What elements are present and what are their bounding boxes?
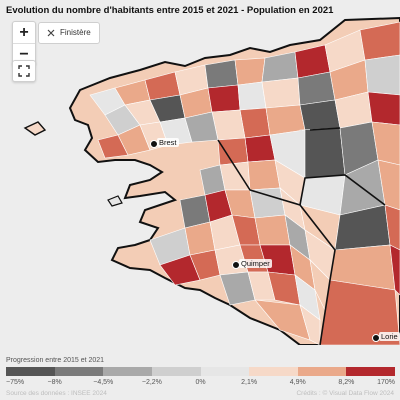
- legend-swatch: [6, 367, 55, 376]
- legend-label: 0%: [195, 379, 206, 386]
- data-source: Source des données : INSEE 2024: [6, 390, 107, 397]
- legend-label: −8%: [47, 379, 62, 386]
- zoom-in-button[interactable]: +: [19, 24, 29, 41]
- city-label-quimper: Quimper: [239, 259, 272, 268]
- island: [107, 195, 123, 207]
- legend-label: 2,1%: [241, 379, 258, 386]
- legend-swatch: [151, 367, 201, 376]
- close-icon[interactable]: [47, 29, 55, 37]
- credits: Crédits : © Visual Data Flow 2024: [296, 390, 394, 397]
- city-label-lorie: Lorie: [379, 332, 400, 341]
- legend-swatch: [297, 367, 347, 376]
- legend-labels: −75% −8% −4,5% −2,2% 0% 2,1% 4,9% 8,2% 170%: [6, 379, 395, 389]
- legend-swatch: [54, 367, 104, 376]
- boundary-lines: [217, 127, 386, 345]
- map-title: Evolution du nombre d'habitants entre 20…: [6, 5, 334, 16]
- legend-swatch: [103, 367, 152, 376]
- fullscreen-button[interactable]: [12, 60, 36, 82]
- choropleth-map[interactable]: [0, 0, 400, 345]
- zoom-out-button[interactable]: −: [13, 43, 35, 65]
- legend-swatch: [200, 367, 250, 376]
- legend-label: −2,2%: [141, 379, 162, 386]
- legend-label: 4,9%: [289, 379, 306, 386]
- legend-title: Progression entre 2015 et 2021: [6, 357, 105, 364]
- legend-swatch: [249, 367, 298, 376]
- island: [23, 121, 47, 136]
- filter-chip[interactable]: Finistère: [38, 22, 100, 44]
- legend-swatch: [346, 367, 395, 376]
- city-label-brest: Brest: [157, 138, 179, 147]
- legend-label: 170%: [377, 379, 395, 386]
- fullscreen-icon: [18, 65, 30, 77]
- legend-color-bar: [6, 367, 395, 376]
- legend-label: 8,2%: [338, 379, 355, 386]
- filter-chip-label: Finistère: [60, 28, 91, 37]
- commune-patches: [89, 21, 400, 345]
- legend-label: −75%: [6, 379, 25, 386]
- legend-label: −4,5%: [93, 379, 114, 386]
